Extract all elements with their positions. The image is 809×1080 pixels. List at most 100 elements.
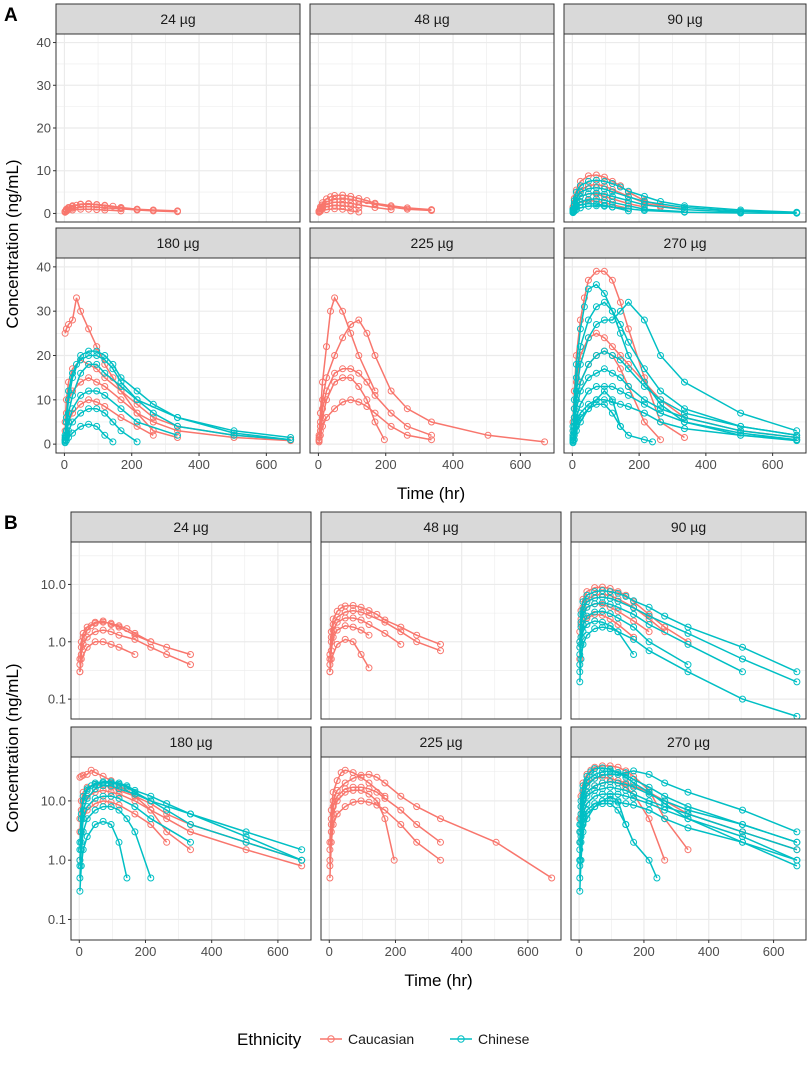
data-point-caucasian: [437, 815, 444, 823]
data-point-chinese: [579, 821, 587, 828]
data-point-caucasian: [428, 207, 435, 214]
data-point-chinese: [657, 405, 664, 413]
data-point-chinese: [99, 792, 107, 800]
data-point-chinese: [661, 792, 669, 800]
data-point-chinese: [133, 387, 141, 395]
series-line-chinese: [79, 820, 128, 892]
series-line-caucasian: [318, 208, 359, 213]
x-tick-label: 600: [509, 457, 531, 472]
facet-strip-label: 180 µg: [156, 235, 199, 251]
panel-label: A: [4, 5, 18, 26]
data-point-chinese: [681, 414, 688, 421]
data-point-caucasian: [355, 352, 363, 359]
data-point-chinese: [187, 821, 194, 828]
data-point-chinese: [65, 387, 72, 395]
data-point-chinese: [624, 383, 632, 390]
data-point-chinese: [576, 192, 584, 200]
data-point-caucasian: [331, 378, 339, 386]
x-tick-label: 0: [61, 457, 68, 472]
data-point-chinese: [616, 387, 624, 395]
series-group: [576, 762, 801, 895]
data-point-caucasian: [347, 329, 355, 337]
data-point-caucasian: [397, 821, 405, 828]
data-point-chinese: [592, 303, 600, 311]
data-point-caucasian: [381, 618, 389, 626]
data-point-chinese: [606, 778, 614, 786]
data-point-chinese: [579, 610, 587, 618]
data-point-chinese: [640, 316, 648, 324]
data-point-chinese: [91, 794, 99, 802]
data-point-chinese: [614, 628, 622, 636]
facet-strip-label: 225 µg: [419, 734, 462, 750]
data-point-caucasian: [380, 436, 388, 444]
data-point-caucasian: [341, 766, 349, 774]
data-point-caucasian: [115, 623, 123, 631]
data-point-chinese: [147, 874, 155, 882]
data-point-chinese: [591, 625, 599, 633]
data-point-caucasian: [339, 398, 347, 406]
data-point-chinese: [579, 598, 587, 606]
data-point-chinese: [739, 668, 746, 676]
x-tick-label: 600: [267, 944, 289, 959]
data-point-caucasian: [333, 810, 341, 818]
data-point-chinese: [793, 209, 801, 217]
data-point-caucasian: [349, 774, 357, 782]
data-point-caucasian: [187, 828, 194, 836]
data-point-caucasian: [331, 294, 339, 302]
data-point-caucasian: [387, 206, 395, 214]
data-point-chinese: [591, 792, 599, 800]
data-point-caucasian: [606, 615, 614, 623]
data-point-chinese: [77, 391, 85, 399]
data-point-chinese: [572, 360, 580, 368]
y-tick-label: 0: [44, 437, 51, 452]
data-point-chinese: [600, 383, 608, 390]
series-group: [569, 267, 801, 447]
data-point-caucasian: [242, 846, 250, 854]
data-point-chinese: [592, 400, 600, 408]
data-point-chinese: [583, 612, 591, 620]
series-line-caucasian: [572, 332, 797, 439]
data-point-chinese: [614, 790, 622, 798]
data-point-caucasian: [163, 643, 171, 651]
data-point-caucasian: [355, 398, 363, 406]
series-group: [315, 294, 549, 446]
data-point-chinese: [83, 833, 91, 841]
data-point-caucasian: [363, 378, 371, 386]
facet-strip: [320, 726, 562, 758]
y-tick-label: 10: [37, 392, 51, 407]
data-point-chinese: [123, 782, 131, 790]
x-axis-title: Time (hr): [397, 484, 465, 503]
series-line-chinese: [64, 363, 291, 440]
plot-background: [71, 542, 311, 719]
data-point-caucasian: [83, 643, 91, 651]
data-point-caucasian: [333, 777, 341, 785]
data-point-caucasian: [65, 321, 72, 328]
data-point-chinese: [624, 298, 632, 306]
data-point-chinese: [115, 785, 123, 793]
series-line-caucasian: [318, 368, 432, 440]
data-point-chinese: [576, 678, 584, 686]
data-point-caucasian: [371, 409, 379, 417]
data-point-chinese: [579, 621, 587, 628]
data-point-caucasian: [403, 405, 411, 413]
data-point-caucasian: [117, 414, 125, 421]
data-point-caucasian: [115, 643, 123, 651]
data-point-chinese: [572, 396, 580, 404]
data-point-chinese: [133, 438, 141, 446]
data-point-caucasian: [339, 205, 347, 213]
facet-strip-label: 180 µg: [169, 734, 212, 750]
data-point-chinese: [584, 360, 592, 368]
data-point-caucasian: [349, 602, 357, 609]
data-point-chinese: [584, 334, 592, 342]
data-point-caucasian: [62, 325, 70, 333]
data-point-caucasian: [91, 769, 99, 777]
data-point-chinese: [576, 387, 584, 395]
data-point-caucasian: [101, 374, 109, 382]
data-point-chinese: [591, 803, 599, 811]
data-point-caucasian: [397, 628, 405, 636]
facet-strip-label: 90 µg: [671, 519, 706, 535]
data-point-chinese: [576, 360, 584, 368]
data-point-chinese: [622, 769, 630, 777]
data-point-chinese: [616, 307, 624, 315]
